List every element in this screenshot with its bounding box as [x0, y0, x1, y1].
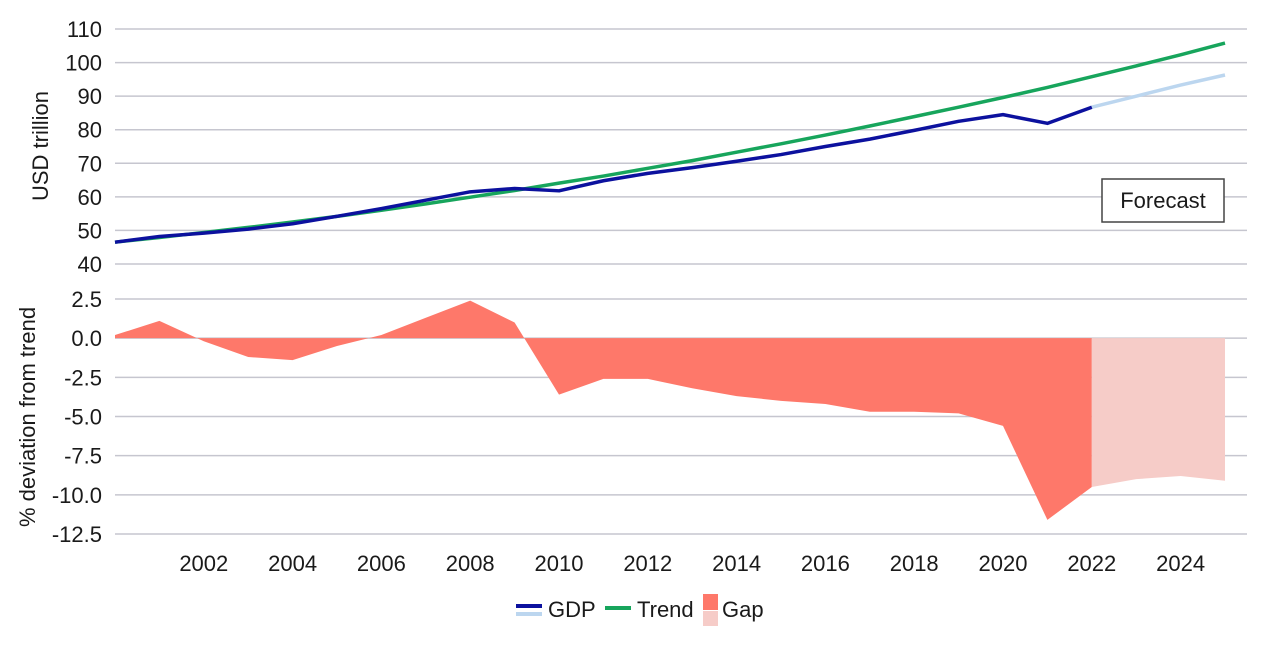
- x-tick-label-8: 2018: [890, 551, 939, 576]
- x-tick-label-11: 2024: [1156, 551, 1205, 576]
- top-y-tick-label-2: 60: [78, 185, 102, 210]
- gap-area-actual: [115, 300, 1092, 520]
- x-tick-label-1: 2004: [268, 551, 317, 576]
- legend-item-gdp: GDP: [516, 597, 596, 622]
- x-tick-label-2: 2006: [357, 551, 406, 576]
- bottom-panel-y-axis-title: % deviation from trend: [15, 307, 40, 527]
- gap-area-series: [115, 300, 1225, 520]
- top-y-tick-label-4: 80: [78, 118, 102, 143]
- x-tick-label-0: 2002: [179, 551, 228, 576]
- legend-swatch-gap-actual: [703, 594, 718, 610]
- legend-item-trend: Trend: [605, 597, 694, 622]
- bottom-y-tick-label-2: -2.5: [64, 365, 102, 390]
- legend-item-gap: Gap: [703, 594, 764, 626]
- top-panel-y-ticks: 40 50 60 70 80 90 100 110: [65, 17, 102, 277]
- gdp-forecast-line: [1091, 73, 1226, 109]
- bottom-y-tick-label-4: -7.5: [64, 444, 102, 469]
- x-tick-label-9: 2020: [979, 551, 1028, 576]
- legend-label-gdp: GDP: [548, 597, 596, 622]
- top-y-tick-label-7: 110: [67, 17, 102, 42]
- legend-label-trend: Trend: [637, 597, 694, 622]
- bottom-y-tick-label-5: -10.0: [52, 483, 102, 508]
- gap-area-forecast: [1091, 338, 1225, 487]
- forecast-annotation-label: Forecast: [1120, 188, 1206, 213]
- top-y-tick-label-3: 70: [78, 151, 102, 176]
- top-y-tick-label-0: 40: [78, 252, 102, 277]
- trend-line: [114, 41, 1226, 244]
- top-y-tick-label-6: 100: [65, 51, 102, 76]
- legend: GDP Trend Gap: [516, 594, 764, 626]
- bottom-y-tick-label-6: -12.5: [52, 522, 102, 547]
- x-tick-label-6: 2014: [712, 551, 761, 576]
- top-panel-gridlines: [115, 28, 1247, 265]
- bottom-y-tick-label-1: 0.0: [71, 326, 102, 351]
- line-series: [114, 41, 1226, 244]
- legend-swatch-gap-forecast: [703, 611, 718, 626]
- top-y-tick-label-1: 50: [78, 218, 102, 243]
- legend-label-gap: Gap: [722, 597, 764, 622]
- gdp-actual-line: [114, 105, 1093, 244]
- top-y-tick-label-5: 90: [78, 84, 102, 109]
- forecast-annotation-box: [1101, 178, 1225, 223]
- x-tick-label-7: 2016: [801, 551, 850, 576]
- bottom-y-tick-label-0: 2.5: [71, 287, 102, 312]
- x-axis-ticks: 2002 2004 2006 2008 2010 2012 2014 2016 2018 2020…: [179, 551, 1205, 576]
- bottom-y-tick-label-3: -5.0: [64, 405, 102, 430]
- x-tick-label-5: 2012: [623, 551, 672, 576]
- x-tick-label-4: 2010: [535, 551, 584, 576]
- bottom-panel-y-ticks: 2.5 0.0 -2.5 -5.0 -7.5 -10.0 -12.5: [52, 287, 102, 547]
- x-tick-label-3: 2008: [446, 551, 495, 576]
- x-tick-label-10: 2022: [1067, 551, 1116, 576]
- top-panel-y-axis-title: USD trillion: [28, 91, 53, 201]
- forecast-annotation: Forecast: [1101, 178, 1225, 223]
